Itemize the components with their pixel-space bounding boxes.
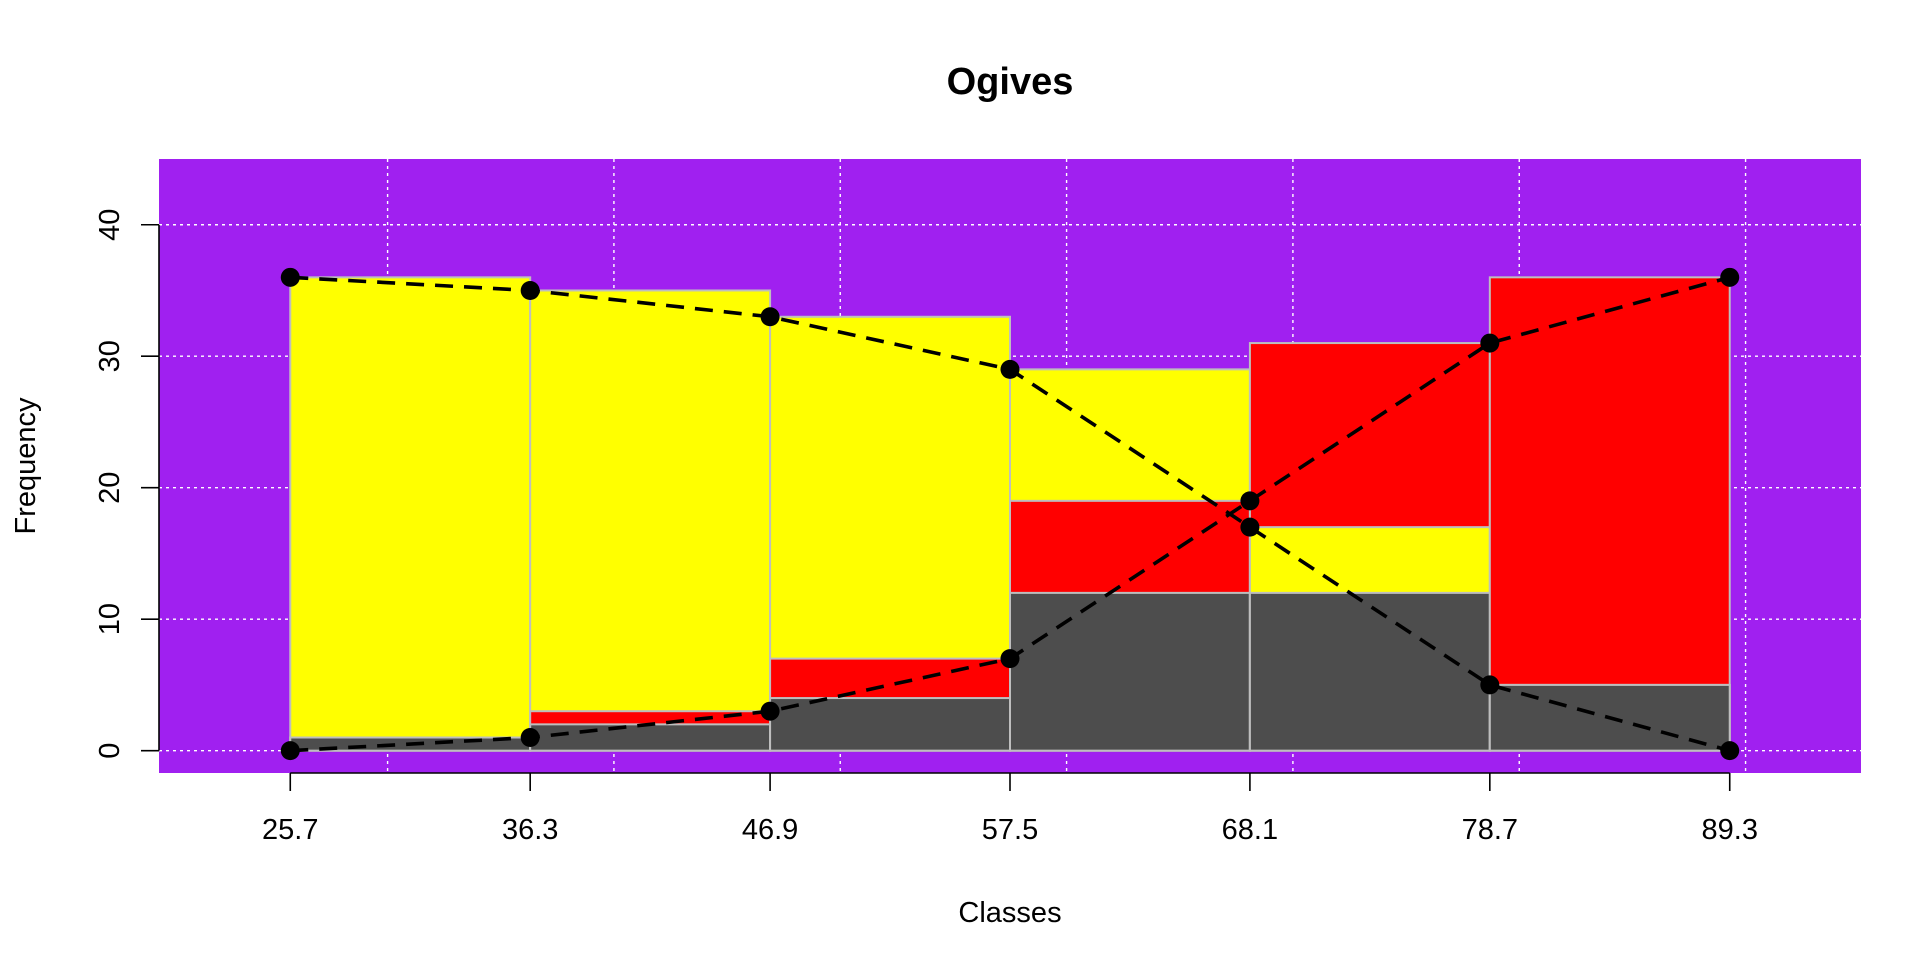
ogive-point-more-than-4 xyxy=(1240,517,1260,537)
chart-title: Ogives xyxy=(947,61,1074,103)
x-tick-label-4: 68.1 xyxy=(1222,814,1278,846)
ogive-point-less-than-5 xyxy=(1480,333,1500,353)
ogive-point-more-than-2 xyxy=(760,307,780,327)
y-tick-label-1: 10 xyxy=(94,603,126,635)
ogive-point-more-than-1 xyxy=(520,280,540,300)
bar-frequency-1 xyxy=(529,723,772,752)
x-tick-label-3: 57.5 xyxy=(982,814,1038,846)
ogive-point-more-than-6 xyxy=(1720,741,1740,761)
y-axis-label: Frequency xyxy=(10,397,42,535)
ogive-point-less-than-3 xyxy=(1000,649,1020,669)
y-tick-label-0: 0 xyxy=(94,743,126,759)
x-axis-label: Classes xyxy=(958,897,1061,929)
ogive-point-more-than-0 xyxy=(280,267,300,287)
x-tick-label-0: 25.7 xyxy=(262,814,318,846)
bar-more-than-0 xyxy=(289,276,532,752)
ogive-point-less-than-0 xyxy=(280,741,300,761)
ogive-point-less-than-1 xyxy=(520,728,540,748)
ogive-point-more-than-3 xyxy=(1000,359,1020,379)
bar-frequency-4 xyxy=(1248,591,1491,752)
x-tick-label-2: 46.9 xyxy=(742,814,798,846)
ogive-point-less-than-2 xyxy=(760,701,780,721)
x-tick-label-1: 36.3 xyxy=(502,814,558,846)
y-tick-label-4: 40 xyxy=(94,209,126,241)
bar-frequency-2 xyxy=(769,697,1012,752)
ogive-point-less-than-4 xyxy=(1240,491,1260,511)
bar-more-than-1 xyxy=(529,289,772,752)
ogive-point-more-than-5 xyxy=(1480,675,1500,695)
bar-frequency-3 xyxy=(1009,591,1251,752)
x-tick-label-5: 78.7 xyxy=(1462,814,1518,846)
ogive-point-less-than-6 xyxy=(1720,267,1740,287)
y-tick-label-3: 30 xyxy=(94,340,126,372)
x-tick-label-6: 89.3 xyxy=(1702,814,1758,846)
bar-less-than-5 xyxy=(1488,276,1731,752)
y-tick-label-2: 20 xyxy=(94,472,126,504)
